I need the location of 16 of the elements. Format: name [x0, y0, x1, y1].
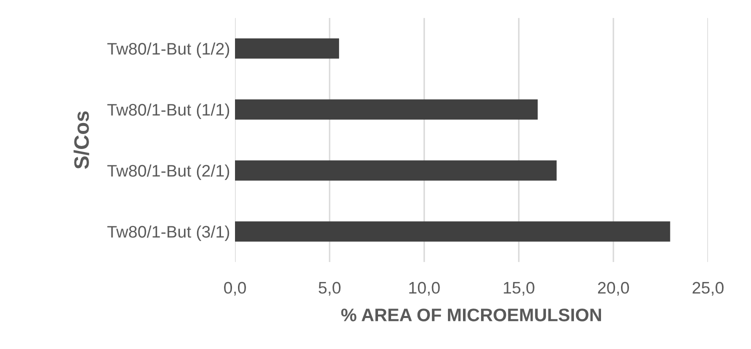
- x-tick-label: 10,0: [409, 282, 440, 296]
- x-tick-label: 20,0: [598, 282, 629, 296]
- bar: [235, 221, 670, 242]
- x-axis-title: % AREA OF MICROEMULSION: [341, 308, 602, 322]
- x-tick-label: 25,0: [692, 282, 724, 296]
- x-tick-label: 15,0: [504, 282, 534, 296]
- y-axis-title: S/Cos: [74, 111, 90, 169]
- y-tick-label: Tw80/1-But (1/1): [107, 103, 230, 119]
- bar: [235, 160, 557, 181]
- y-tick-label: Tw80/1-But (1/2): [107, 42, 230, 58]
- y-tick-label: Tw80/1-But (3/1): [107, 225, 230, 241]
- y-tick-label: Tw80/1-But (2/1): [107, 164, 230, 180]
- bar: [235, 99, 538, 120]
- x-tick-label: 0,0: [224, 282, 246, 296]
- bar: [235, 38, 340, 59]
- x-tick-label: 5,0: [318, 282, 341, 296]
